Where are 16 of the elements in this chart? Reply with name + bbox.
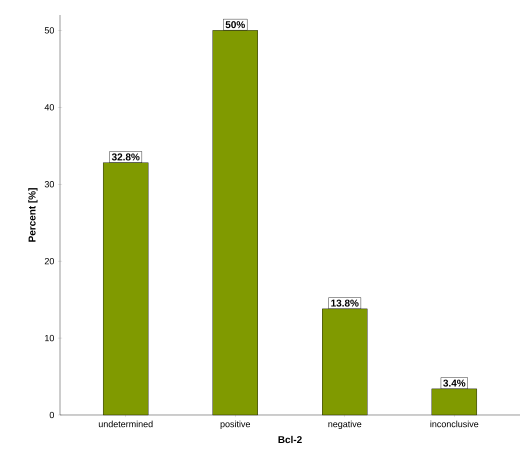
y-tick-label: 30 [44, 181, 54, 188]
data-label: 3.4% [443, 380, 466, 387]
y-tick-label: 10 [45, 334, 54, 342]
x-axis-title: Bcl-2 [278, 436, 302, 444]
data-label: 13.8% [331, 300, 359, 307]
x-tick-label: inconclusive [430, 420, 478, 428]
x-tick-label: undetermined [98, 420, 153, 428]
y-tick-label: 40 [44, 104, 54, 110]
data-label: 50% [226, 21, 245, 28]
y-tick-label: 0 [50, 412, 54, 418]
x-tick-label: negative [328, 420, 362, 429]
y-tick-label: 50 [44, 27, 54, 34]
data-label: 32.8% [112, 153, 140, 160]
x-tick-label: positive [220, 420, 250, 429]
y-tick-label: 20 [44, 258, 54, 264]
y-axis-title: Percent [%] [28, 188, 38, 242]
